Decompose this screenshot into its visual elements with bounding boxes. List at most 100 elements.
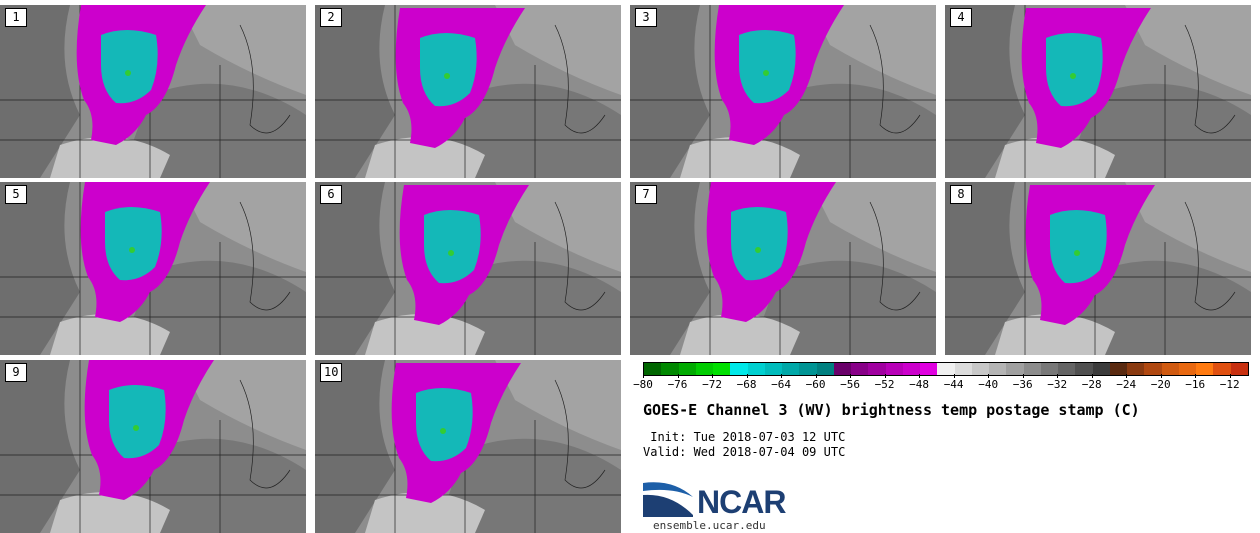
- colorbar-tick-mark: [1126, 374, 1128, 378]
- stamp-panel: 7: [630, 182, 936, 355]
- colorbar-tick-label: −12: [1219, 378, 1240, 391]
- satellite-map: [945, 5, 1251, 178]
- colorbar-swatch: [661, 363, 679, 375]
- colorbar-swatch: [678, 363, 696, 375]
- colorbar-tick-mark: [1160, 374, 1162, 378]
- colorbar-tick-mark: [677, 374, 679, 378]
- colorbar-swatch: [920, 363, 938, 375]
- colorbar-tick-label: −56: [840, 378, 861, 391]
- colorbar-tick-mark: [953, 374, 955, 378]
- colorbar-tick-mark: [1195, 374, 1197, 378]
- colorbar-tick-label: −20: [1150, 378, 1171, 391]
- colorbar-swatch: [1023, 363, 1041, 375]
- satellite-map: [315, 5, 621, 178]
- colorbar-swatch: [1109, 363, 1127, 375]
- colorbar-tick-label: −68: [736, 378, 757, 391]
- colorbar-tick-label: −76: [667, 378, 688, 391]
- panel-number: 1: [5, 8, 27, 27]
- colorbar-swatch: [1144, 363, 1162, 375]
- colorbar-swatch: [971, 363, 989, 375]
- colorbar-swatch: [730, 363, 748, 375]
- colorbar-tick-label: −48: [909, 378, 930, 391]
- satellite-map: [945, 182, 1251, 355]
- satellite-map: [315, 360, 621, 533]
- colorbar-tick-label: −24: [1116, 378, 1137, 391]
- colorbar-swatch: [695, 363, 713, 375]
- colorbar-swatch: [1040, 363, 1058, 375]
- colorbar-swatch: [868, 363, 886, 375]
- colorbar-swatch: [1092, 363, 1110, 375]
- satellite-map: [630, 182, 936, 355]
- panel-number: 10: [320, 363, 343, 382]
- colorbar: [643, 362, 1249, 376]
- init-time: Init: Tue 2018-07-03 12 UTC: [643, 430, 846, 444]
- stamp-panel: 5: [0, 182, 306, 355]
- colorbar-swatch: [1178, 363, 1196, 375]
- satellite-map: [0, 5, 306, 178]
- stamp-panel: 8: [945, 182, 1251, 355]
- ncar-logo-icon: [643, 482, 694, 517]
- panel-number: 2: [320, 8, 342, 27]
- colorbar-tick-label: −28: [1081, 378, 1102, 391]
- stamp-panel: 9: [0, 360, 306, 533]
- colorbar-swatch: [713, 363, 731, 375]
- colorbar-tick-label: −44: [943, 378, 964, 391]
- colorbar-tick-mark: [1229, 374, 1231, 378]
- colorbar-ticks: [643, 374, 1247, 378]
- colorbar-swatch: [1075, 363, 1093, 375]
- stamp-panel: 4: [945, 5, 1251, 178]
- colorbar-swatch: [885, 363, 903, 375]
- colorbar-tick-mark: [884, 374, 886, 378]
- colorbar-tick-mark: [919, 374, 921, 378]
- colorbar-tick-mark: [746, 374, 748, 378]
- colorbar-swatch: [1161, 363, 1179, 375]
- colorbar-swatch: [764, 363, 782, 375]
- satellite-map: [0, 182, 306, 355]
- colorbar-tick-labels: −80 −76 −72 −68 −64 −60 −56 −52 −48 −44 −40 −36 −32−…: [633, 378, 1247, 392]
- colorbar-tick-label: −32: [1047, 378, 1068, 391]
- colorbar-tick-mark: [1057, 374, 1059, 378]
- colorbar-swatch: [1127, 363, 1145, 375]
- colorbar-swatch: [1196, 363, 1214, 375]
- colorbar-swatch: [989, 363, 1007, 375]
- plot-title: GOES-E Channel 3 (WV) brightness temp po…: [643, 401, 1140, 419]
- colorbar-swatch: [851, 363, 869, 375]
- colorbar-tick-label: −36: [1012, 378, 1033, 391]
- stamp-panel: 6: [315, 182, 621, 355]
- panel-number: 5: [5, 185, 27, 204]
- colorbar-swatch: [937, 363, 955, 375]
- colorbar-swatch: [902, 363, 920, 375]
- colorbar-swatch: [1058, 363, 1076, 375]
- colorbar-tick-mark: [815, 374, 817, 378]
- panel-number: 9: [5, 363, 27, 382]
- colorbar-swatch: [833, 363, 851, 375]
- colorbar-tick-label: −52: [874, 378, 895, 391]
- satellite-map: [315, 182, 621, 355]
- panel-number: 7: [635, 185, 657, 204]
- panel-number: 3: [635, 8, 657, 27]
- colorbar-tick-mark: [781, 374, 783, 378]
- colorbar-swatch: [954, 363, 972, 375]
- colorbar-tick-label: −16: [1185, 378, 1206, 391]
- valid-time: Valid: Wed 2018-07-04 09 UTC: [643, 445, 846, 459]
- colorbar-swatch: [644, 363, 662, 375]
- colorbar-swatch: [747, 363, 765, 375]
- colorbar-tick-mark: [712, 374, 714, 378]
- colorbar-tick-mark: [988, 374, 990, 378]
- colorbar-tick-mark: [643, 374, 644, 378]
- colorbar-tick-label: −64: [771, 378, 791, 391]
- colorbar-tick-mark: [1091, 374, 1093, 378]
- satellite-map: [630, 5, 936, 178]
- colorbar-tick-label: −60: [805, 378, 826, 391]
- colorbar-tick-label: −72: [702, 378, 722, 391]
- colorbar-swatch: [1213, 363, 1231, 375]
- panel-number: 4: [950, 8, 972, 27]
- site-url: ensemble.ucar.edu: [653, 519, 766, 532]
- colorbar-tick-mark: [850, 374, 852, 378]
- colorbar-swatch: [1006, 363, 1024, 375]
- colorbar-tick-label: −40: [978, 378, 999, 391]
- colorbar-swatch: [782, 363, 800, 375]
- logo-text: NCAR: [697, 484, 786, 520]
- panel-number: 8: [950, 185, 972, 204]
- colorbar-tick-mark: [1022, 374, 1024, 378]
